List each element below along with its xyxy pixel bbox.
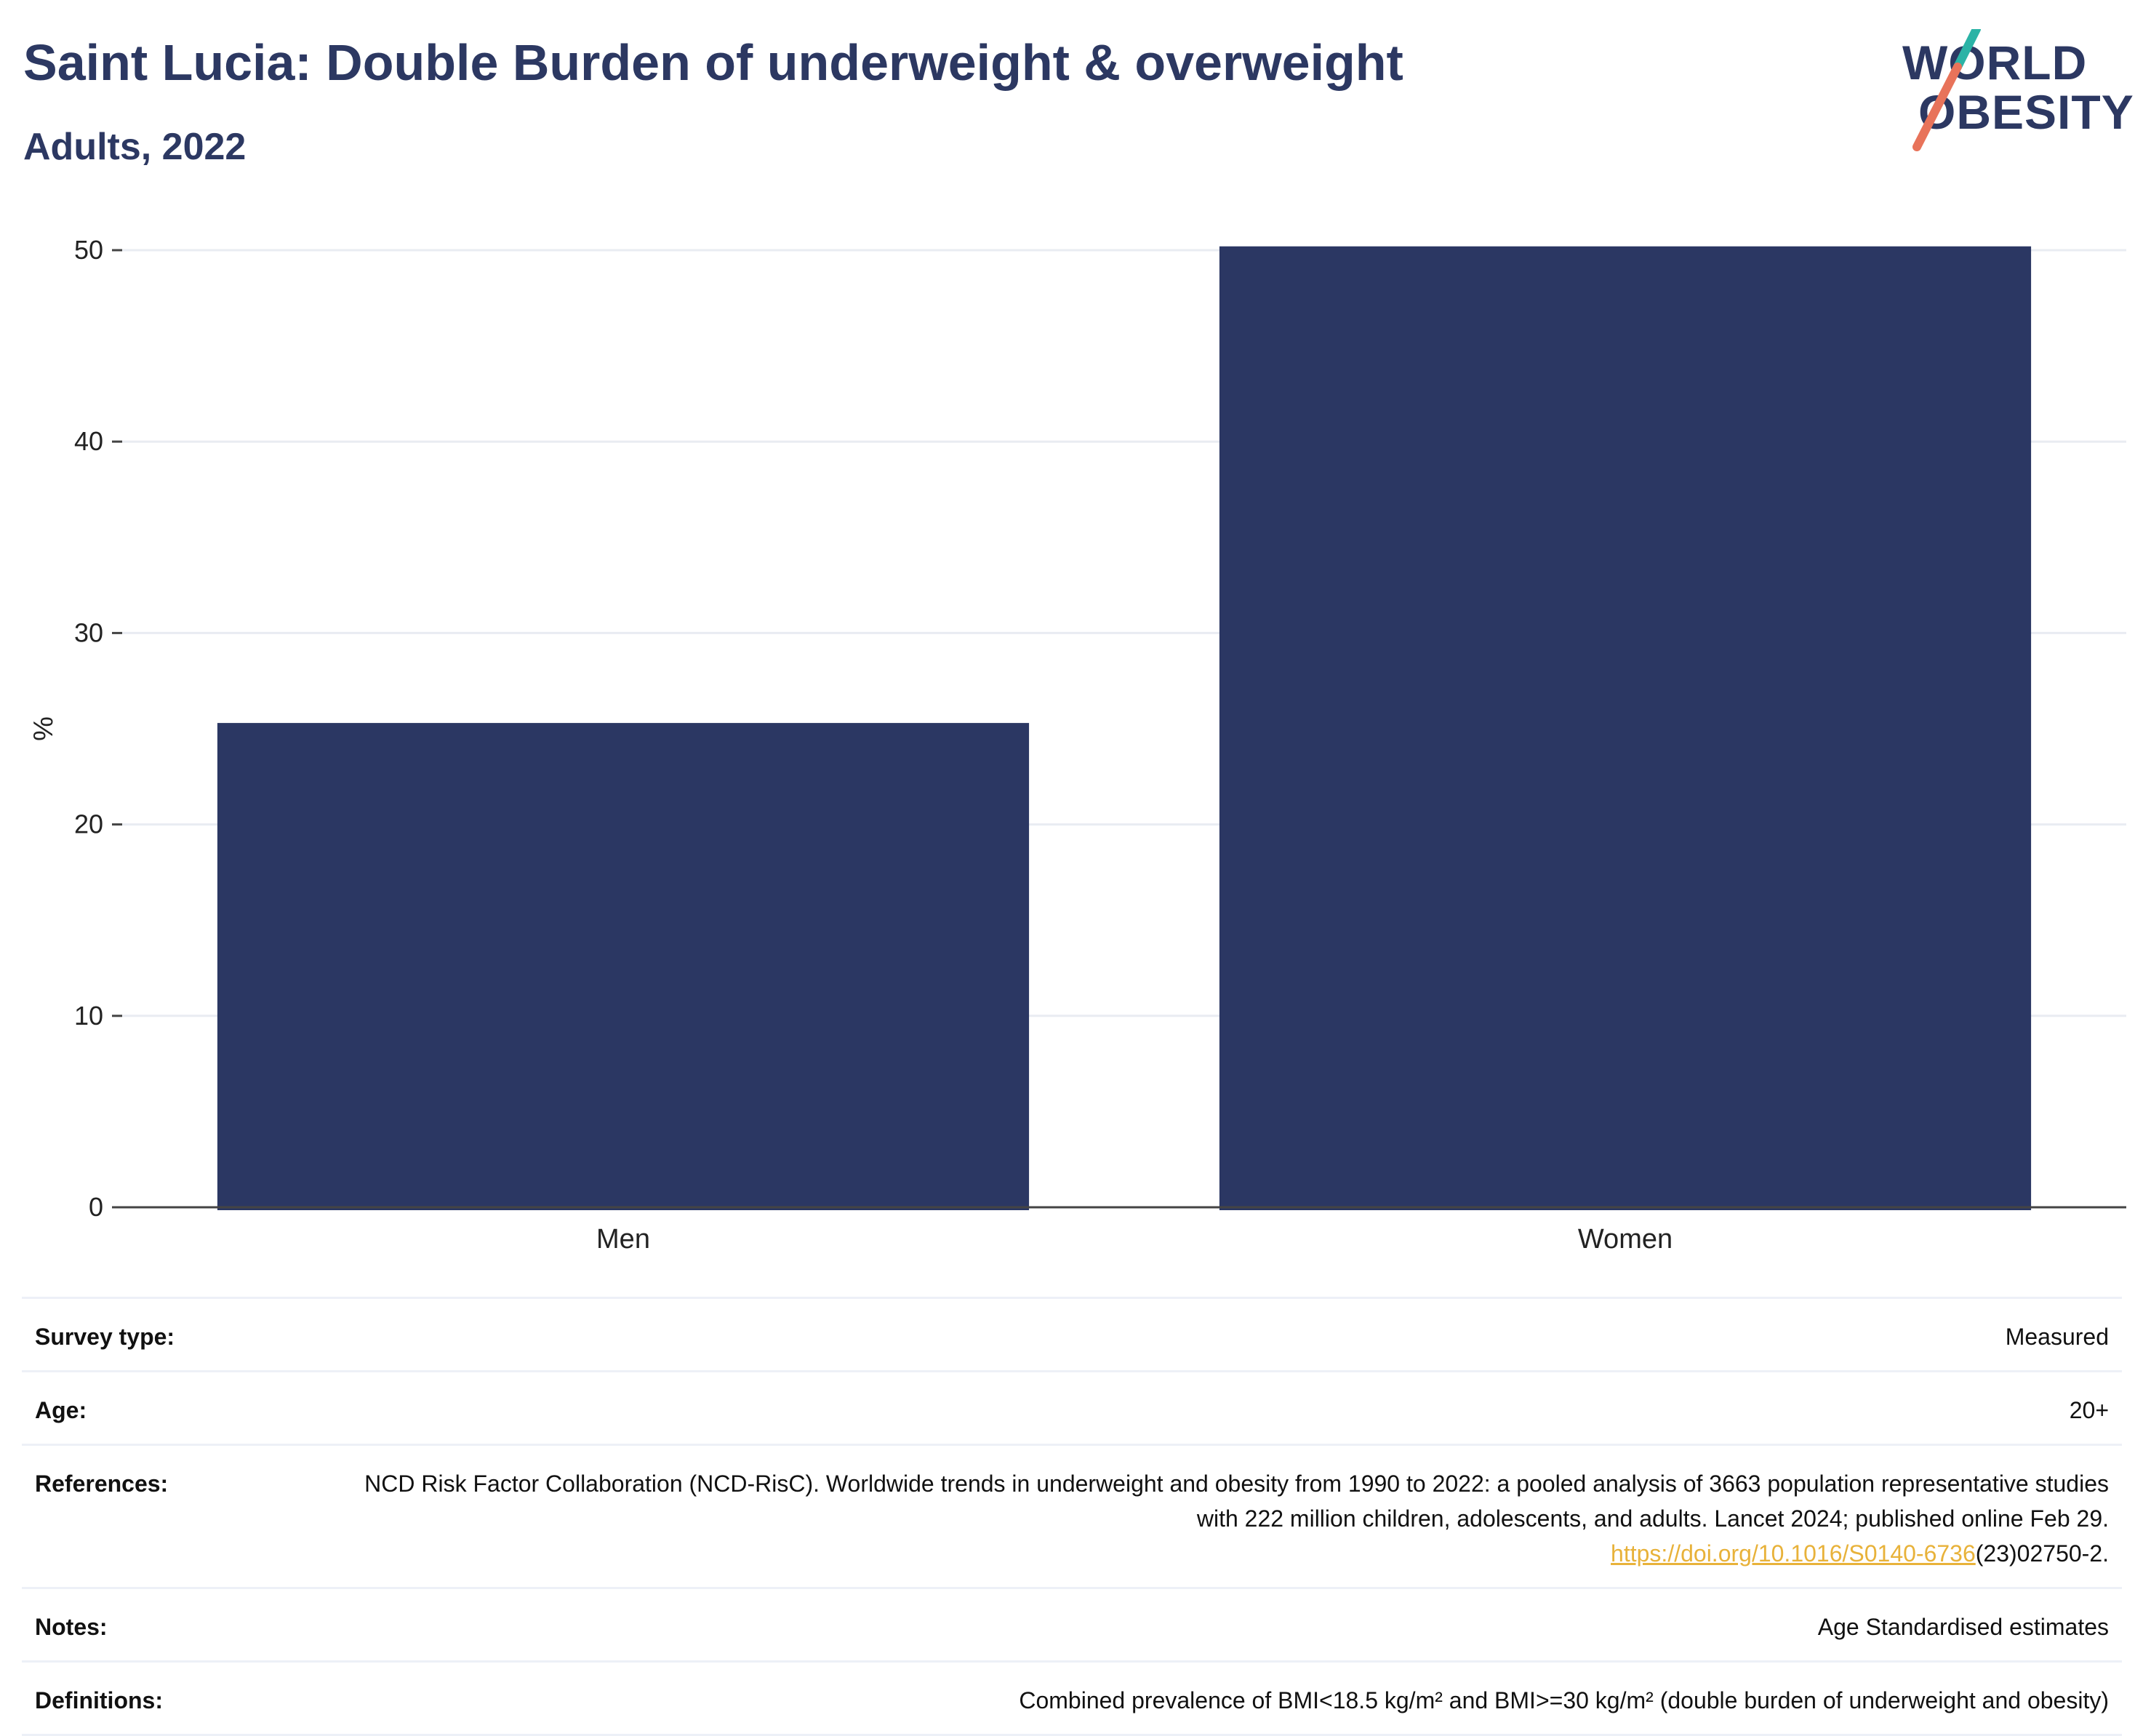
meta-label: Survey type: — [35, 1324, 175, 1350]
y-axis-label: % — [28, 716, 59, 741]
meta-label: Age: — [35, 1397, 87, 1423]
chart-subtitle: Adults, 2022 — [23, 126, 247, 168]
meta-row-definitions: Definitions: Combined prevalence of BMI<… — [22, 1660, 2122, 1736]
x-tick-label: Women — [1578, 1224, 1673, 1255]
meta-label: References: — [35, 1471, 169, 1497]
y-tick-label: 40 — [74, 426, 103, 456]
y-tick-label: 20 — [74, 809, 103, 839]
meta-label: Notes: — [35, 1614, 108, 1640]
bar-chart: 0 10 20 30 40 50 Men Women % — [28, 235, 2126, 1255]
y-tick-label: 0 — [89, 1192, 103, 1222]
meta-value-references: NCD Risk Factor Collaboration (NCD-RisC)… — [364, 1466, 2109, 1571]
logo-slash-icon — [1912, 29, 1981, 151]
reference-doi-suffix: (23)02750-2. — [1975, 1540, 2109, 1567]
meta-row-survey-type: Survey type: Measured — [22, 1297, 2122, 1370]
meta-value: 20+ — [2069, 1397, 2109, 1423]
y-tick-label: 50 — [74, 235, 103, 265]
y-tick-labels: 0 10 20 30 40 50 — [74, 235, 122, 1222]
y-tick-label: 10 — [74, 1001, 103, 1031]
meta-row-notes: Notes: Age Standardised estimates — [22, 1587, 2122, 1660]
metadata-table: Survey type: Measured Age: 20+ Reference… — [22, 1297, 2122, 1736]
meta-row-references: References: NCD Risk Factor Collaboratio… — [22, 1444, 2122, 1587]
chart-title: Saint Lucia: Double Burden of underweigh… — [23, 34, 1403, 91]
meta-label: Definitions: — [35, 1687, 163, 1713]
meta-row-age: Age: 20+ — [22, 1370, 2122, 1444]
reference-text: NCD Risk Factor Collaboration (NCD-RisC)… — [364, 1471, 2109, 1532]
bar-men[interactable] — [217, 723, 1030, 1210]
meta-value: Combined prevalence of BMI<18.5 kg/m² an… — [1019, 1687, 2109, 1713]
x-tick-labels: Men Women — [596, 1224, 1673, 1255]
meta-value: Measured — [2005, 1324, 2109, 1350]
logo-text-world: WORLD — [1902, 36, 2088, 89]
reference-doi-link[interactable]: https://doi.org/10.1016/S0140-6736 — [1611, 1540, 1976, 1567]
y-tick-label: 30 — [74, 617, 103, 647]
world-obesity-logo: WORLD OBESITY — [1891, 29, 2138, 160]
logo-text-obesity: OBESITY — [1918, 85, 2134, 139]
bar-women[interactable] — [1219, 246, 2032, 1211]
bars — [217, 246, 2032, 1211]
meta-value: Age Standardised estimates — [1817, 1614, 2109, 1640]
x-tick-label: Men — [596, 1224, 650, 1255]
